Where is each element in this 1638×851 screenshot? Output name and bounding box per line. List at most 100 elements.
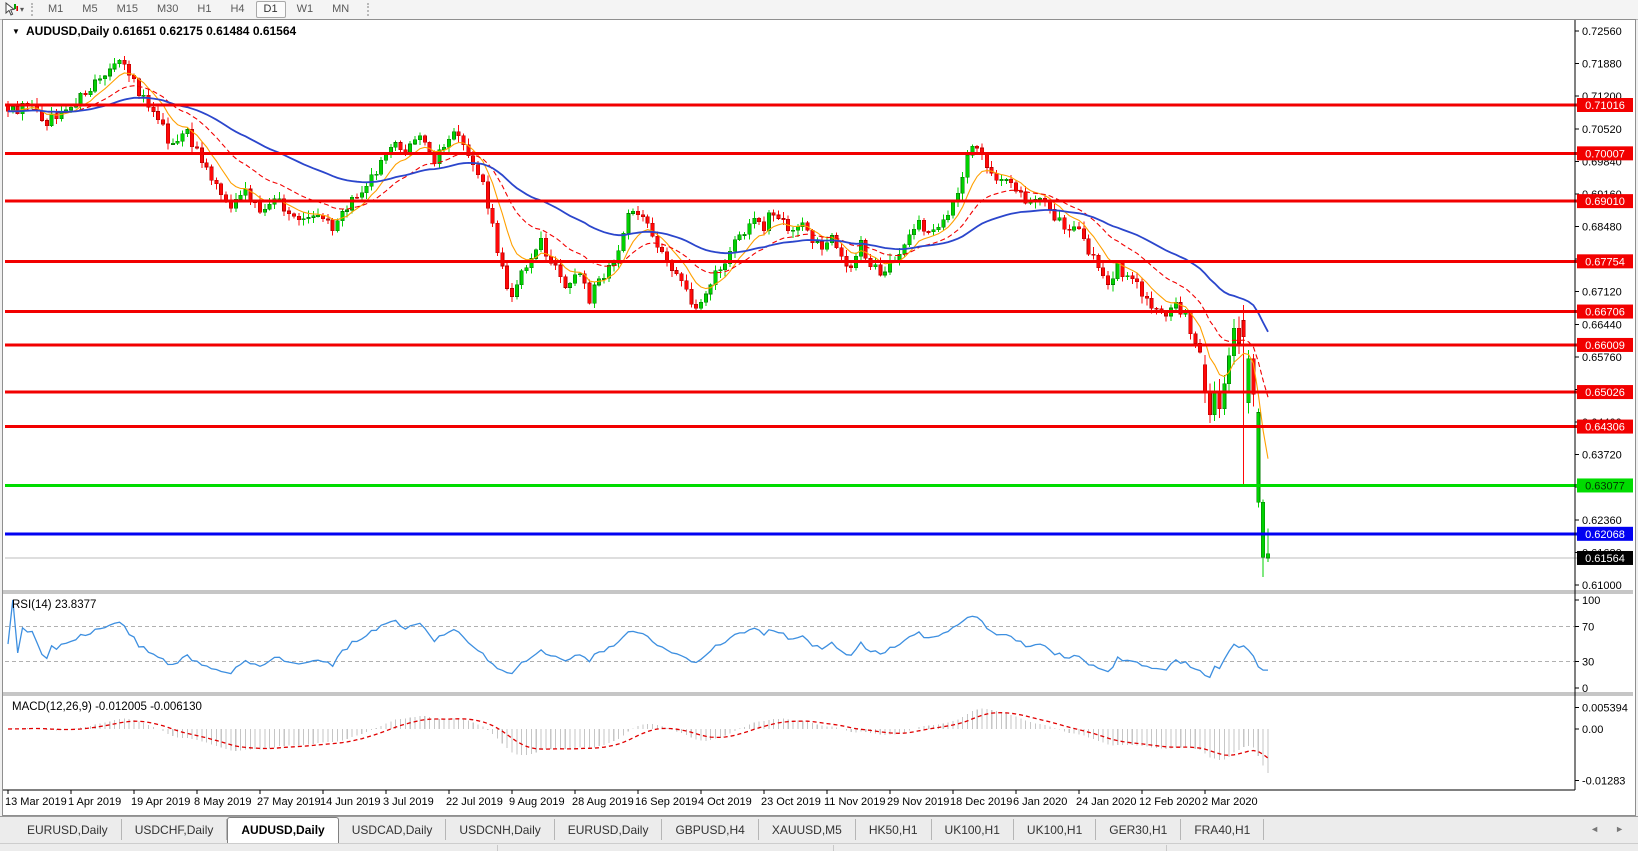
chart-tab-usdcad-daily[interactable]: USDCAD,Daily xyxy=(339,819,447,840)
candle-body xyxy=(194,146,199,149)
candle-body xyxy=(771,212,776,216)
candle-body xyxy=(752,217,757,225)
timeframe-button-d1[interactable]: D1 xyxy=(255,1,286,18)
timeframe-button-w1[interactable]: W1 xyxy=(296,3,314,15)
date-tick-label: 27 May 2019 xyxy=(257,796,321,808)
candle-body xyxy=(592,284,597,304)
timeframe-button-mn[interactable]: MN xyxy=(332,3,350,15)
candle-body xyxy=(703,293,708,303)
candle-body xyxy=(660,246,665,253)
candle-body xyxy=(1115,262,1120,279)
chart-background xyxy=(3,20,1633,813)
candle-body xyxy=(626,213,631,234)
candle-body xyxy=(156,111,161,121)
chart-tab-ger30-h1[interactable]: GER30,H1 xyxy=(1096,819,1182,840)
candle-body xyxy=(301,218,306,221)
candle-body xyxy=(1052,209,1057,221)
chart-tab-gbpusd-h4[interactable]: GBPUSD,H4 xyxy=(662,819,759,840)
date-axis: 13 Mar 2019 1 Apr 2019 19 Apr 2019 8 May 20… xyxy=(3,789,1575,808)
candle-body xyxy=(776,214,781,219)
candle-body xyxy=(824,242,829,250)
candle-body xyxy=(311,215,316,218)
candle-body xyxy=(674,270,679,275)
candle-body xyxy=(1125,275,1130,278)
date-tick-label: 19 Apr 2019 xyxy=(131,796,190,808)
moving-averages xyxy=(7,72,1269,459)
chart-title: ▼ AUDUSD,Daily 0.61651 0.62175 0.61484 0.… xyxy=(12,24,297,38)
timeframe-button-m15[interactable]: M15 xyxy=(116,3,138,15)
chart-tab-usdcnh-daily[interactable]: USDCNH,Daily xyxy=(446,819,555,840)
timeframe-button-m1[interactable]: M1 xyxy=(48,3,64,15)
chart-tab-uk100-h1[interactable]: UK100,H1 xyxy=(1014,819,1097,840)
chart-tab-eurusd-daily[interactable]: EURUSD,Daily xyxy=(14,819,122,840)
chart-window: 0.725600.718800.712000.705200.698400.691… xyxy=(2,19,1636,816)
candle-body xyxy=(820,241,825,250)
candle-body xyxy=(645,216,650,224)
collapse-triangle-icon: ▼ xyxy=(12,27,20,36)
chart-tab-bar: EURUSD,Daily USDCHF,Daily AUDUSD,Daily USDC… xyxy=(0,816,1638,851)
candle-body xyxy=(791,229,796,232)
timeframe-button-h1[interactable]: H1 xyxy=(197,3,212,15)
chart-tab-eurusd-daily[interactable]: EURUSD,Daily xyxy=(555,819,663,840)
chart-tab-usdchf-daily[interactable]: USDCHF,Daily xyxy=(122,819,228,840)
current-price-label-box xyxy=(1577,550,1633,565)
candle-body xyxy=(946,214,951,220)
candle-body xyxy=(1101,267,1106,276)
candle-body xyxy=(466,144,471,156)
candle-body xyxy=(1227,355,1232,385)
candle-body xyxy=(519,270,524,285)
chart-canvas[interactable]: 0.725600.718800.712000.705200.698400.691… xyxy=(3,20,1633,813)
candle-body xyxy=(374,173,379,176)
tab-scroll-left-icon[interactable]: ◄ xyxy=(1590,824,1600,834)
tab-scroll-right-icon[interactable]: ► xyxy=(1615,824,1624,834)
candle-body xyxy=(287,210,292,214)
macd-pane: 0.005394 0.00 -0.01283 MACD(12,26,9) -0.012… xyxy=(7,701,1628,788)
candle-body xyxy=(558,264,563,277)
price-level-label-box xyxy=(1577,526,1633,541)
candle-body xyxy=(1086,238,1091,255)
date-tick-label: 29 Nov 2019 xyxy=(887,796,949,808)
date-tick-label: 18 Dec 2019 xyxy=(950,796,1012,808)
candle-body xyxy=(451,131,456,140)
chevron-down-icon[interactable]: ▾ xyxy=(20,5,25,14)
candle-body xyxy=(858,240,863,257)
candle-body xyxy=(296,216,301,221)
chart-tab-uk100-h1[interactable]: UK100,H1 xyxy=(932,819,1014,840)
chart-tab-hk50-h1[interactable]: HK50,H1 xyxy=(856,819,932,840)
candle-body xyxy=(1154,307,1159,310)
candle-body xyxy=(1091,253,1096,256)
date-tick-label: 28 Aug 2019 xyxy=(572,796,634,808)
chart-tab-fra40-h1[interactable]: FRA40,H1 xyxy=(1181,819,1265,840)
candle-body xyxy=(364,186,369,194)
candle-body xyxy=(689,289,694,305)
candle-body xyxy=(713,270,718,286)
date-tick-label: 22 Jul 2019 xyxy=(446,796,503,808)
candle-body xyxy=(655,235,660,248)
candle-body xyxy=(684,280,689,290)
candle-body xyxy=(98,78,103,81)
rsi-title: RSI(14) 23.8377 xyxy=(12,599,96,611)
chart-cursor-icon[interactable]: ▾ xyxy=(3,2,24,17)
candle-body xyxy=(1217,390,1222,409)
candle-body xyxy=(1222,383,1227,409)
candle-body xyxy=(107,68,112,77)
candle-body xyxy=(1265,553,1270,559)
price-level-label-box xyxy=(1577,194,1633,209)
candle-body xyxy=(718,269,723,272)
chart-tab-audusd-daily[interactable]: AUDUSD,Daily xyxy=(227,817,339,844)
candle-body xyxy=(1135,278,1140,283)
timeframe-button-m5[interactable]: M5 xyxy=(82,3,98,15)
candle-body xyxy=(127,63,132,76)
timeframe-button-h4[interactable]: H4 xyxy=(230,3,245,15)
price-level-label: 0.64306 xyxy=(1585,422,1625,434)
candle-body xyxy=(1130,275,1135,279)
candle-body xyxy=(543,237,548,257)
candle-body xyxy=(1256,412,1261,503)
candle-body xyxy=(88,90,93,96)
candle-body xyxy=(863,240,868,259)
date-tick-label: 4 Oct 2019 xyxy=(698,796,752,808)
candle-body xyxy=(170,142,175,145)
timeframe-button-m30[interactable]: M30 xyxy=(156,3,179,15)
chart-tab-xauusd-m5[interactable]: XAUUSD,M5 xyxy=(759,819,856,840)
date-tick-label: 2 Mar 2020 xyxy=(1202,796,1258,808)
